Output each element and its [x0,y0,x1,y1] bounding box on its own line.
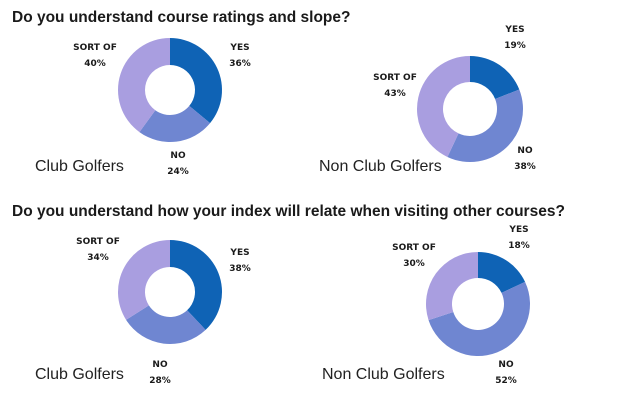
chart-2-slice-no [447,89,523,162]
chart-4-pct-yes: 18% [508,241,530,251]
chart-1-label-yes: YES [229,43,249,53]
chart-4-label-sort-of: SORT OF [392,243,436,253]
chart-4-pct-no: 52% [495,376,517,386]
question-1-title: Do you understand course ratings and slo… [12,9,351,26]
chart-2-label-yes: YES [504,25,524,35]
chart-3-slice-sort-of [117,240,170,320]
chart-4-pct-sort-of: 30% [403,259,425,269]
chart-2-pct-yes: 19% [504,41,526,51]
chart-1-pct-yes: 36% [229,59,251,69]
chart-4-group-label: Non Club Golfers [322,366,445,383]
chart-4-slice-sort-of [426,252,478,321]
question-2-title: Do you understand how your index will re… [12,203,565,220]
chart-3-slice-no [126,305,206,345]
chart-4-label-no: NO [498,360,514,370]
chart-1-slice-no [139,105,211,142]
chart-1-label-no: NO [170,151,186,161]
chart-3-slice-yes [170,240,223,330]
chart-2-group-label: Non Club Golfers [319,158,442,175]
chart-4-slice-yes [478,252,526,293]
chart-1-group-label: Club Golfers [35,158,124,175]
chart-3-label-yes: YES [229,248,249,258]
chart-3-label-no: NO [152,360,168,370]
chart-2-slice-yes [470,56,520,100]
chart-1-pct-sort-of: 40% [84,59,106,69]
chart-4-slice-no [428,281,530,356]
chart-3-pct-sort-of: 34% [87,253,109,263]
chart-1-slice-sort-of [118,38,170,133]
chart-1-pct-no: 24% [167,167,189,177]
chart-1-slice-yes [170,38,223,124]
chart-3-pct-no: 28% [149,376,171,386]
chart-2-pct-sort-of: 43% [384,89,406,99]
chart-2-label-no: NO [517,146,533,156]
chart-3-pct-yes: 38% [229,264,251,274]
chart-2-label-sort-of: SORT OF [373,73,417,83]
chart-1-label-sort-of: SORT OF [73,43,117,53]
chart-3-label-sort-of: SORT OF [76,237,120,247]
chart-4-label-yes: YES [508,225,528,235]
chart-3-group-label: Club Golfers [35,366,124,383]
chart-2-slice-sort-of [417,56,470,157]
chart-2-pct-no: 38% [514,162,536,172]
